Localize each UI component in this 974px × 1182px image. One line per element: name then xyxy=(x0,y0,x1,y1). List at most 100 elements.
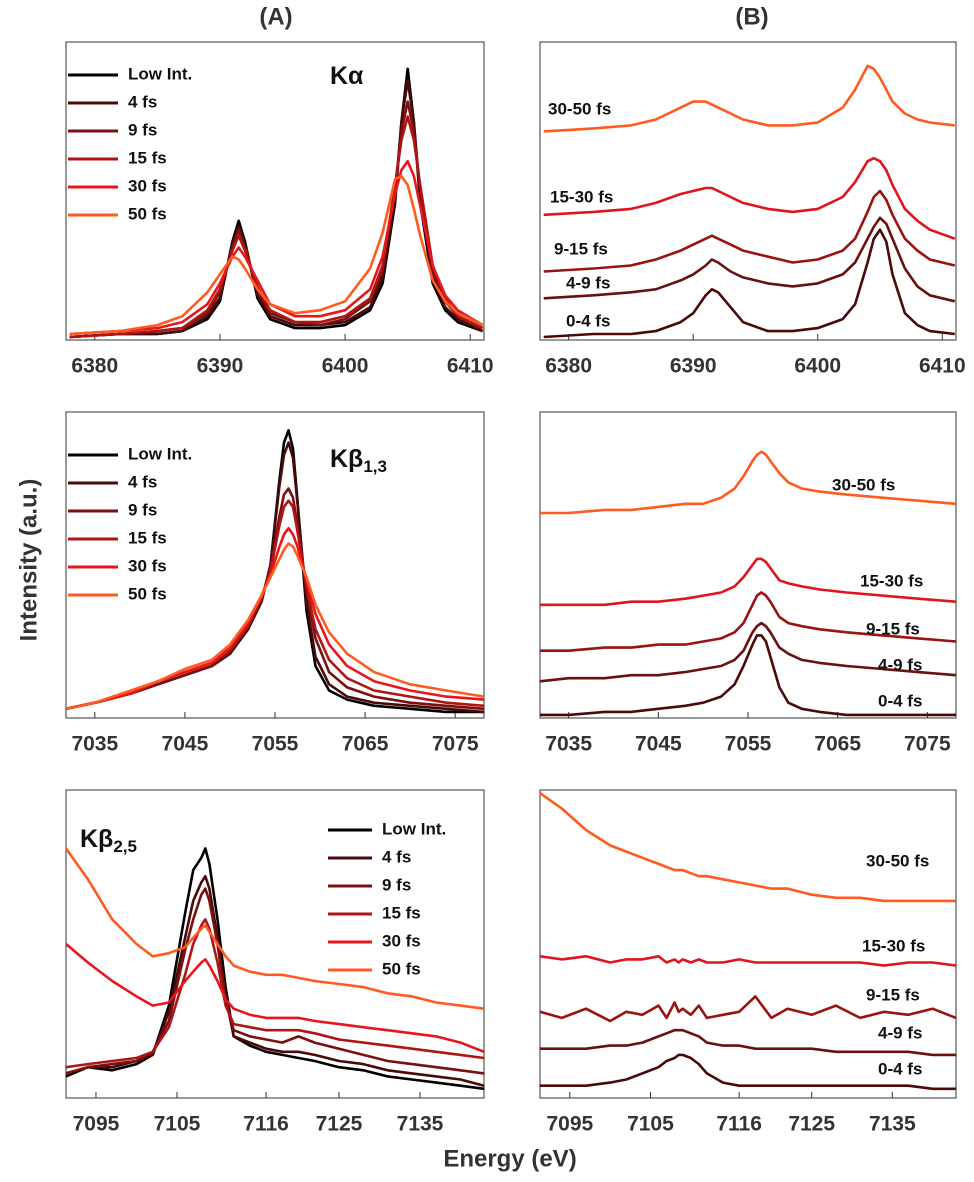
legend-label: 4 fs xyxy=(128,472,157,491)
series-line xyxy=(540,591,957,652)
x-tick-label: 7116 xyxy=(716,1113,762,1136)
x-tick-label: 6400 xyxy=(322,355,369,378)
series-line xyxy=(539,955,957,967)
x-tick-label: 6380 xyxy=(71,355,118,378)
legend-label: 4 fs xyxy=(128,92,157,111)
x-tick-label: 7095 xyxy=(546,1113,593,1136)
series-label: 15-30 fs xyxy=(860,571,923,590)
legend-label: Low Int. xyxy=(128,64,192,83)
series-line xyxy=(64,847,485,1010)
x-tick-label: 7045 xyxy=(162,733,209,756)
x-tick-label: 7075 xyxy=(904,733,951,756)
x-tick-label: 6410 xyxy=(919,355,966,378)
series-line xyxy=(543,216,956,303)
series-label: 9-15 fs xyxy=(866,985,920,1004)
x-tick-label: 7125 xyxy=(316,1113,363,1136)
legend-label: 15 fs xyxy=(128,528,167,547)
column-title: (A) xyxy=(259,3,292,30)
legend-label: 30 fs xyxy=(128,176,167,195)
x-tick-label: 7135 xyxy=(397,1113,444,1136)
series-label: 4-9 fs xyxy=(878,1023,922,1042)
x-tick-label: 6400 xyxy=(794,355,841,378)
series-line xyxy=(539,621,957,683)
x-tick-label: 7075 xyxy=(432,733,479,756)
plot-frame xyxy=(539,411,957,719)
series-line xyxy=(69,115,484,339)
x-tick-label: 7035 xyxy=(545,733,592,756)
annotation-text: Kα xyxy=(330,62,364,90)
series-label: 9-15 fs xyxy=(554,239,608,258)
y-axis-label: Intensity (a.u.) xyxy=(15,479,42,642)
x-axis-label: Energy (eV) xyxy=(443,1145,576,1172)
legend-label: 9 fs xyxy=(382,875,411,894)
series-line xyxy=(69,174,484,336)
x-tick-label: 6390 xyxy=(197,355,244,378)
series-line xyxy=(65,542,485,711)
x-tick-label: 7116 xyxy=(243,1113,289,1136)
legend-label: Low Int. xyxy=(382,819,446,838)
annotation-subscript: 1,3 xyxy=(363,457,387,476)
series-label: 30-50 fs xyxy=(832,475,895,494)
annotation-subscript: 2,5 xyxy=(113,837,137,856)
series-label: 0-4 fs xyxy=(878,691,922,710)
series-line xyxy=(539,995,957,1023)
legend-label: 15 fs xyxy=(128,148,167,167)
series-line xyxy=(540,634,956,717)
legend-label: 15 fs xyxy=(382,903,421,922)
series-label: 15-30 fs xyxy=(550,187,613,206)
series-line xyxy=(543,64,955,133)
legend-label: 9 fs xyxy=(128,500,157,519)
x-tick-label: 7105 xyxy=(627,1113,674,1136)
legend-label: 9 fs xyxy=(128,120,157,139)
series-label: 4-9 fs xyxy=(566,273,610,292)
annotation: Kβ1,3 xyxy=(330,445,387,477)
annotation-text: Kβ xyxy=(80,825,113,853)
annotation-text: Kβ xyxy=(330,445,363,473)
x-tick-label: 7105 xyxy=(154,1113,201,1136)
series-label: 15-30 fs xyxy=(862,936,925,955)
column-title: (B) xyxy=(735,3,768,30)
series-line xyxy=(540,557,957,607)
series-line xyxy=(65,487,485,711)
plot-frame xyxy=(65,41,485,341)
series-label: 4-9 fs xyxy=(878,655,922,674)
annotation: Kβ2,5 xyxy=(80,825,137,857)
series-label: 9-15 fs xyxy=(866,619,920,638)
annotation: Kα xyxy=(330,62,364,90)
x-tick-label: 7045 xyxy=(635,733,682,756)
legend-label: 4 fs xyxy=(382,847,411,866)
series-line xyxy=(543,156,956,240)
series-line xyxy=(539,792,956,903)
x-tick-label: 7065 xyxy=(342,733,389,756)
series-line xyxy=(69,159,484,336)
series-line xyxy=(540,450,957,515)
x-tick-label: 6410 xyxy=(447,355,494,378)
x-tick-label: 7065 xyxy=(814,733,861,756)
series-line xyxy=(540,1028,956,1057)
x-tick-label: 7095 xyxy=(73,1113,120,1136)
legend-label: 50 fs xyxy=(128,584,167,603)
series-line xyxy=(65,918,485,1069)
legend-label: 50 fs xyxy=(128,204,167,223)
x-tick-label: 6390 xyxy=(670,355,717,378)
x-tick-label: 7135 xyxy=(869,1113,916,1136)
series-label: 30-50 fs xyxy=(866,851,929,870)
x-tick-label: 7055 xyxy=(725,733,772,756)
series-line xyxy=(65,527,485,711)
x-tick-label: 6380 xyxy=(545,355,592,378)
x-tick-label: 7125 xyxy=(788,1113,835,1136)
series-label: 30-50 fs xyxy=(548,99,611,118)
series-line xyxy=(543,189,956,273)
series-label: 0-4 fs xyxy=(566,311,610,330)
legend-label: 50 fs xyxy=(382,959,421,978)
series-label: 0-4 fs xyxy=(878,1059,922,1078)
series-line xyxy=(65,943,485,1054)
legend-label: 30 fs xyxy=(382,931,421,950)
legend-label: 30 fs xyxy=(128,556,167,575)
x-tick-label: 7055 xyxy=(252,733,299,756)
x-tick-label: 7035 xyxy=(71,733,118,756)
legend-label: Low Int. xyxy=(128,444,192,463)
series-line xyxy=(543,228,955,339)
series-line xyxy=(540,1053,956,1091)
